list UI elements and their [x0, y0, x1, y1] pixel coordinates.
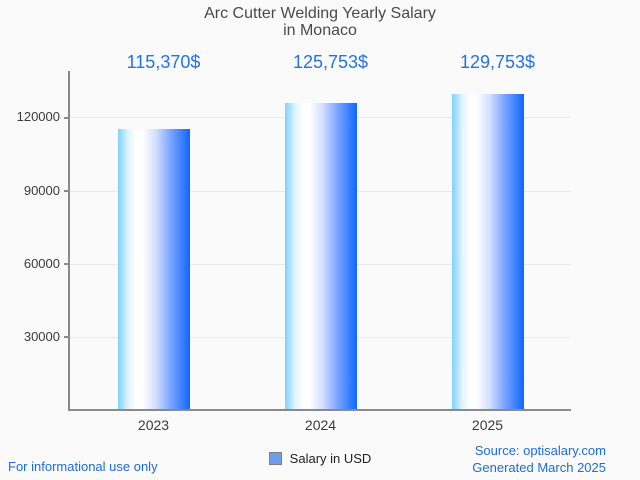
- y-tick-label: 120000: [16, 109, 60, 125]
- y-tick-label: 60000: [23, 255, 60, 271]
- bar-2023: [117, 128, 190, 410]
- bar-2025: [451, 93, 524, 410]
- x-tick-label: 2023: [137, 417, 170, 433]
- footer-source-block: Source: optisalary.com Generated March 2…: [472, 442, 606, 476]
- x-tick-label: 2025: [471, 417, 504, 433]
- chart-title-line2: in Monaco: [283, 22, 357, 39]
- x-axis-line: [68, 409, 571, 411]
- value-label: 129,753$: [459, 52, 536, 72]
- chart-title-line1: Arc Cutter Welding Yearly Salary: [204, 5, 436, 22]
- y-tick-mark: [64, 263, 70, 266]
- bar-2024: [284, 103, 357, 410]
- legend-swatch-icon: [268, 451, 282, 465]
- legend-label: Salary in USD: [289, 450, 372, 466]
- legend: Salary in USD: [0, 449, 640, 467]
- chart-title: Arc Cutter Welding Yearly Salary in Mona…: [0, 5, 640, 39]
- disclaimer-text: For informational use only: [8, 459, 158, 474]
- generated-text: Generated March 2025: [472, 460, 606, 475]
- y-tick-mark: [64, 336, 70, 339]
- y-tick-mark: [64, 116, 70, 119]
- value-label: 125,753$: [292, 52, 369, 72]
- y-axis-line: [68, 71, 70, 411]
- y-tick-label: 90000: [23, 182, 60, 198]
- value-label: 115,370$: [126, 52, 201, 72]
- y-tick-label: 30000: [23, 328, 60, 344]
- y-tick-mark: [64, 190, 70, 192]
- source-text: Source: optisalary.com: [474, 443, 606, 458]
- x-tick-label: 2024: [304, 417, 337, 433]
